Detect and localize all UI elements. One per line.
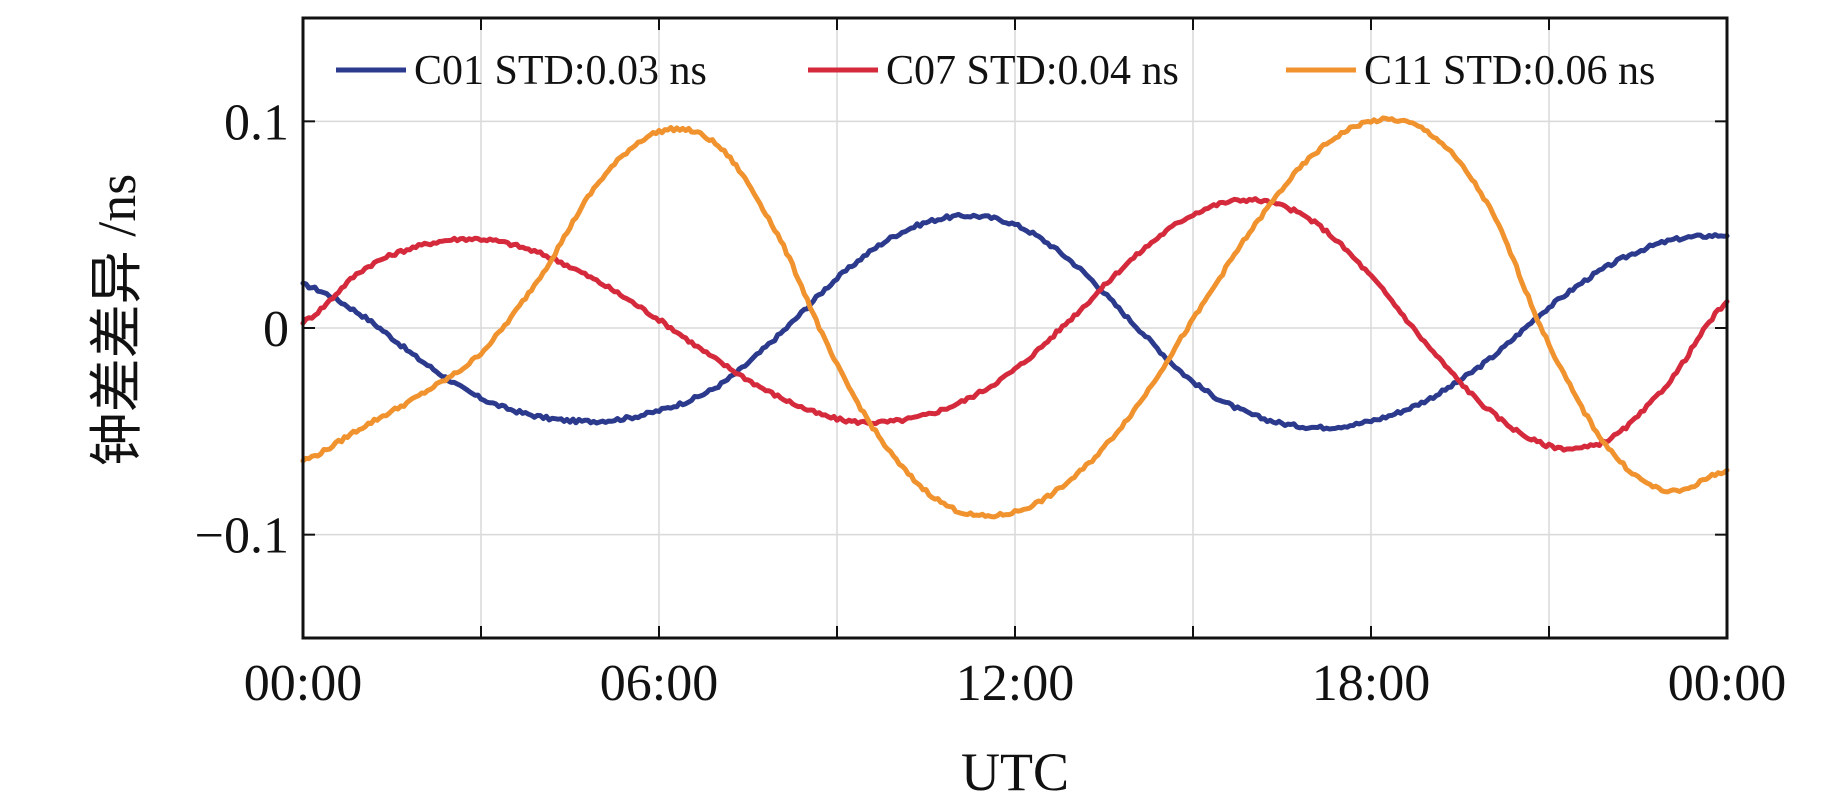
legend: C01 STD:0.03 ns C07 STD:0.04 ns C11 STD:0.… <box>336 48 1655 94</box>
legend-label: C07 STD:0.04 ns <box>886 48 1179 94</box>
legend-label: C11 STD:0.06 ns <box>1364 48 1655 94</box>
x-tick-label: 18:00 <box>1312 655 1430 712</box>
series-line-1 <box>300 211 1730 432</box>
x-tick-label: 00:00 <box>244 655 362 712</box>
y-tick-label: −0.1 <box>195 508 289 565</box>
y-tick-label: 0.1 <box>224 94 289 151</box>
x-tick-label: 12:00 <box>956 655 1074 712</box>
x-tick-label: 00:00 <box>1668 655 1786 712</box>
x-axis-title: UTC <box>961 742 1069 802</box>
y-tick-label: 0 <box>263 301 289 358</box>
x-tick-label: 06:00 <box>600 655 718 712</box>
series-lines <box>300 115 1730 520</box>
y-axis-title: 钟差差异 /ns <box>87 174 147 467</box>
legend-label: C01 STD:0.03 ns <box>414 48 707 94</box>
grid <box>303 18 1727 638</box>
axis-ticks: 0.1 0 −0.1 00:00 06:00 12:00 18:00 00:00 <box>195 18 1786 712</box>
series-line-2 <box>300 196 1730 453</box>
series-line-3 <box>300 115 1730 520</box>
